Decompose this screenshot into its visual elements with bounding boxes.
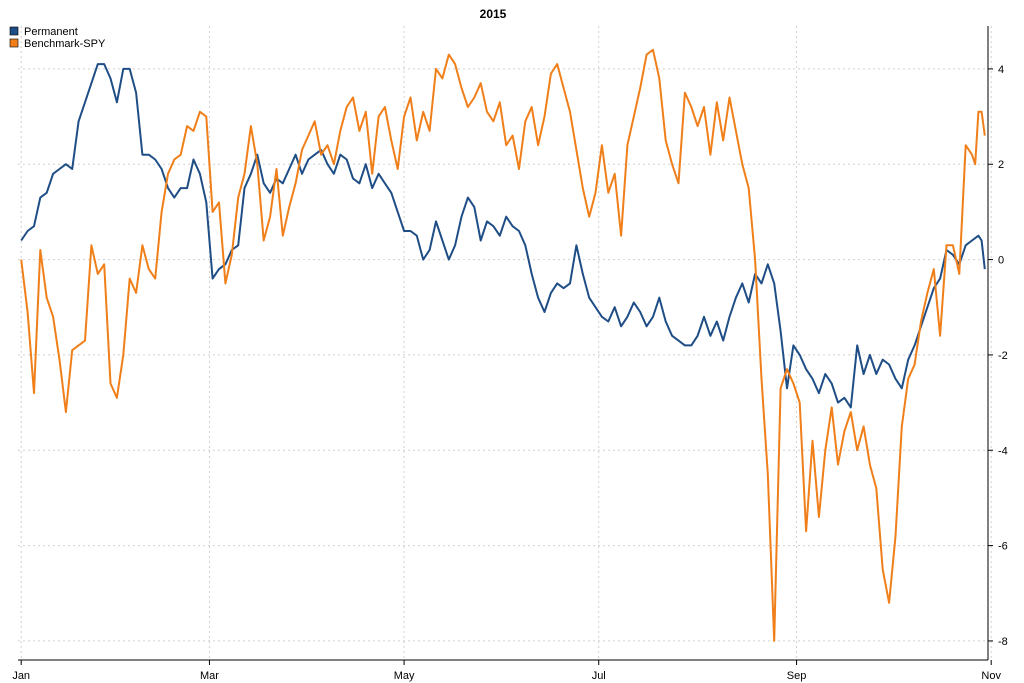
legend-swatch — [9, 38, 19, 48]
legend-label: Benchmark-SPY — [24, 38, 106, 50]
y-tick-label: -8 — [998, 636, 1008, 648]
legend-swatch — [9, 26, 19, 36]
axes: 4 2 0 -2 -4 -6 -8 Jan Mar May Jul Sep Nov — [12, 26, 1008, 682]
y-tick-label: -2 — [998, 350, 1008, 362]
y-tick-label: 4 — [998, 64, 1004, 76]
y-tick-label: -4 — [998, 445, 1008, 457]
x-tick-label: Jan — [12, 670, 30, 682]
grid-lines — [18, 26, 992, 660]
chart-title: 2015 — [480, 7, 507, 21]
series-line-permanent — [20, 63, 986, 409]
series-line-benchmark-spy — [20, 48, 986, 642]
legend-label: Permanent — [24, 26, 78, 38]
y-tick-label: 0 — [998, 255, 1004, 267]
x-tick-label: Jul — [592, 670, 606, 682]
x-tick-label: Sep — [787, 670, 807, 682]
x-tick-label: Mar — [200, 670, 219, 682]
series-lines — [20, 48, 986, 642]
x-tick-label: May — [394, 670, 415, 682]
y-tick-label: 2 — [998, 159, 1004, 171]
y-tick-label: -6 — [998, 541, 1008, 553]
x-tick-label: Nov — [981, 670, 1001, 682]
